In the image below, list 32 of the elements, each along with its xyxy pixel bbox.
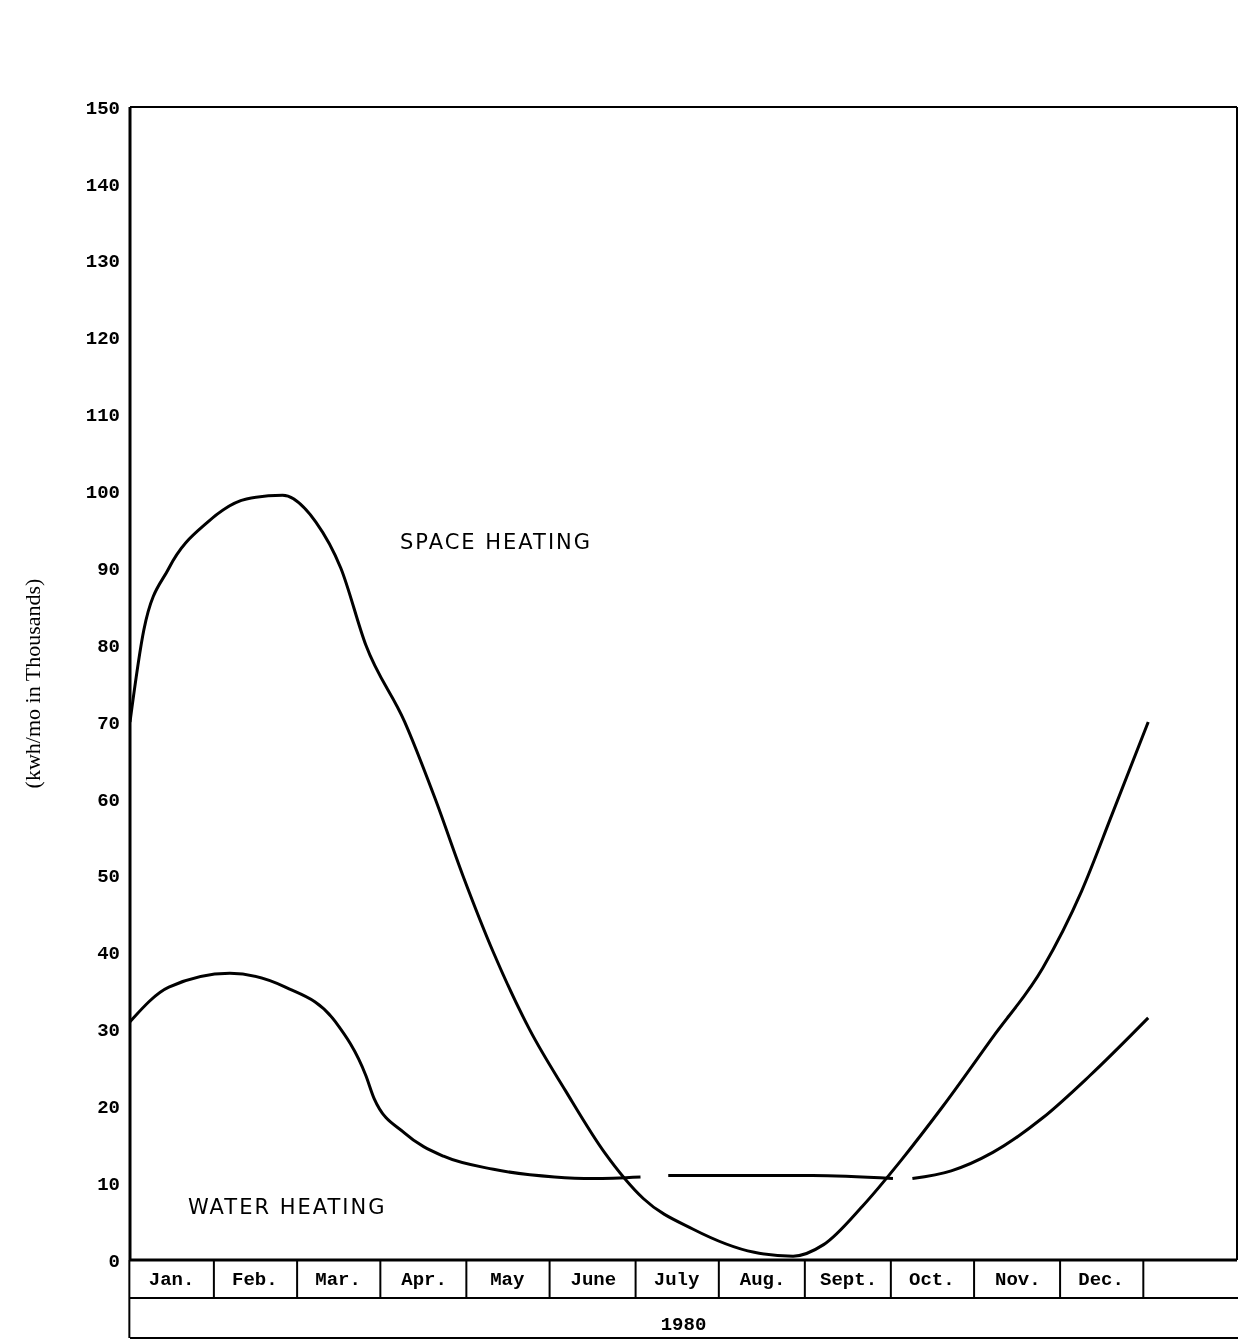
y-tick-label: 90	[97, 558, 120, 581]
x-tick-label: Jan.	[148, 1269, 195, 1291]
text: WATER HEATING	[188, 1195, 387, 1219]
y-axis-title: (kwh/mo in Thousands)	[19, 578, 45, 789]
x-tick-label: May	[490, 1269, 526, 1291]
y-tick-label: 80	[97, 635, 120, 658]
y-tick-label: 60	[97, 789, 120, 812]
y-tick-label: 10	[97, 1173, 120, 1196]
y-tick-label: 40	[97, 943, 120, 966]
x-tick-label: Feb.	[232, 1269, 278, 1291]
x-tick-label: July	[653, 1269, 700, 1291]
x-tick-label: Sept.	[820, 1269, 878, 1291]
y-tick-label: 120	[85, 328, 120, 351]
text: SPACE HEATING	[400, 530, 593, 554]
y-tick-label: 70	[97, 712, 120, 735]
y-tick-label: 100	[85, 482, 120, 505]
x-tick-label: Nov.	[995, 1269, 1041, 1291]
x-tick-label: Oct.	[909, 1269, 955, 1291]
y-tick-label: 130	[85, 251, 120, 274]
x-axis-title: 1980	[660, 1314, 707, 1336]
y-tick-label: 0	[108, 1250, 120, 1273]
x-tick-label: Mar.	[315, 1269, 361, 1291]
y-tick-label: 140	[85, 174, 120, 197]
y-tick-label: 30	[97, 1020, 120, 1043]
y-tick-label: 150	[85, 97, 120, 120]
y-tick-label: 110	[85, 405, 120, 428]
x-tick-label: Apr.	[401, 1269, 447, 1291]
x-tick-label: Dec.	[1078, 1269, 1124, 1291]
x-tick-label: June	[570, 1269, 617, 1291]
y-tick-label: 50	[97, 866, 120, 889]
y-tick-label: 20	[97, 1097, 120, 1120]
x-tick-label: Aug.	[739, 1269, 786, 1291]
